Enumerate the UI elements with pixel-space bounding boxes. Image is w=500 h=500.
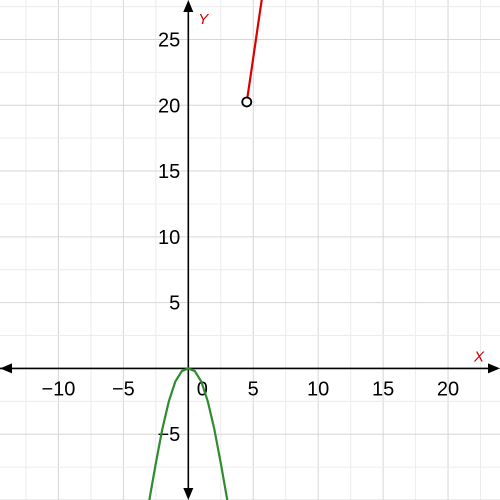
y-tick-label: 10: [158, 227, 180, 249]
y-axis-label: Y: [198, 11, 209, 28]
y-tick-label: 5: [169, 293, 180, 315]
y-tick-label: 25: [158, 29, 180, 51]
x-tick-label: −10: [41, 378, 75, 400]
x-tick-label: 10: [307, 378, 329, 400]
x-tick-label: 5: [248, 378, 259, 400]
y-axis: [183, 0, 193, 500]
y-tick-label: 15: [158, 161, 180, 183]
x-tick-label: 20: [437, 378, 459, 400]
open-endpoint-marker: [242, 97, 251, 106]
y-axis-arrow-down: [183, 488, 193, 500]
series-line-2: [247, 0, 266, 102]
x-axis-arrow-right: [488, 363, 500, 373]
x-tick-label: −5: [112, 378, 135, 400]
x-axis-arrow-left: [0, 363, 12, 373]
x-tick-labels: −10 −5 0 5 10 15 20: [41, 378, 459, 400]
x-tick-label: 15: [372, 378, 394, 400]
x-axis: [0, 363, 500, 373]
x-axis-label: X: [473, 348, 485, 365]
y-axis-arrow-up: [183, 0, 193, 12]
y-tick-label: 20: [158, 95, 180, 117]
